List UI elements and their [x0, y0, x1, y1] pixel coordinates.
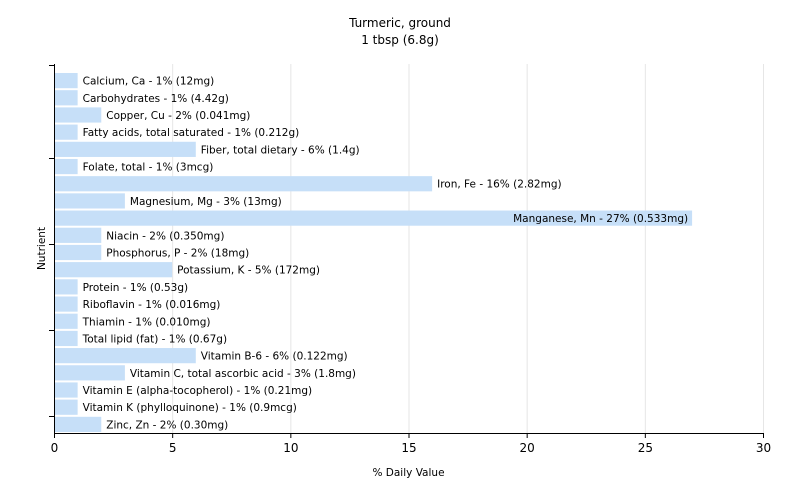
y-axis-title: Nutrient [36, 227, 48, 270]
x-tick-label: 0 [51, 441, 59, 455]
bar-label: Iron, Fe - 16% (2.82mg) [437, 179, 561, 191]
bar [55, 330, 78, 347]
bar-label: Potassium, K - 5% (172mg) [177, 265, 320, 277]
bar-label: Niacin - 2% (0.350mg) [106, 230, 224, 242]
bar-label: Manganese, Mn - 27% (0.533mg) [513, 213, 688, 225]
x-tick-label: 20 [520, 441, 535, 455]
bar-label: Fiber, total dietary - 6% (1.4g) [201, 144, 360, 156]
bar-label: Phosphorus, P - 2% (18mg) [106, 248, 249, 260]
bar [55, 227, 102, 243]
x-tick-label: 15 [401, 441, 416, 455]
bar [55, 313, 78, 329]
bar-label: Folate, total - 1% (3mcg) [83, 162, 214, 174]
bar-label: Zinc, Zn - 2% (0.30mg) [106, 419, 228, 431]
bar [55, 348, 196, 364]
bar [55, 124, 78, 140]
x-tick-label: 30 [756, 441, 771, 455]
bar [55, 90, 78, 106]
x-tick-label: 10 [283, 441, 298, 455]
x-tick-label: 25 [638, 441, 653, 455]
bar [55, 262, 173, 278]
bar [55, 279, 78, 295]
bar-label: Copper, Cu - 2% (0.041mg) [106, 110, 250, 122]
bar-label: Thiamin - 1% (0.010mg) [82, 316, 211, 328]
bar [55, 416, 102, 432]
bar-label: Calcium, Ca - 1% (12mg) [83, 76, 215, 88]
bar [55, 107, 102, 123]
bar [55, 365, 125, 381]
bar [55, 158, 78, 175]
bar [55, 296, 78, 312]
bar [55, 399, 78, 415]
bar-label: Vitamin C, total ascorbic acid - 3% (1.8… [130, 368, 356, 380]
bar [55, 193, 125, 209]
bar-label: Total lipid (fat) - 1% (0.67g) [82, 334, 227, 346]
bar-label: Vitamin K (phylloquinone) - 1% (0.9mcg) [83, 402, 297, 414]
x-axis-title: % Daily Value [372, 467, 444, 479]
bar [55, 176, 433, 192]
bar-label: Fatty acids, total saturated - 1% (0.212… [83, 127, 300, 139]
bar [55, 382, 78, 398]
bar-label: Riboflavin - 1% (0.016mg) [83, 299, 221, 311]
bar-label: Magnesium, Mg - 3% (13mg) [130, 196, 282, 208]
x-tick-label: 5 [169, 441, 177, 455]
bar-label: Vitamin B-6 - 6% (0.122mg) [201, 351, 348, 363]
bar-label: Protein - 1% (0.53g) [83, 282, 189, 294]
bar [55, 73, 78, 89]
chart-title: Turmeric, ground [349, 16, 451, 30]
bar [55, 141, 196, 157]
bar [55, 244, 102, 261]
bar [55, 210, 693, 226]
chart-subtitle: 1 tbsp (6.8g) [361, 33, 439, 47]
bar-label: Vitamin E (alpha-tocopherol) - 1% (0.21m… [83, 385, 313, 397]
bar-label: Carbohydrates - 1% (4.42g) [83, 93, 229, 105]
